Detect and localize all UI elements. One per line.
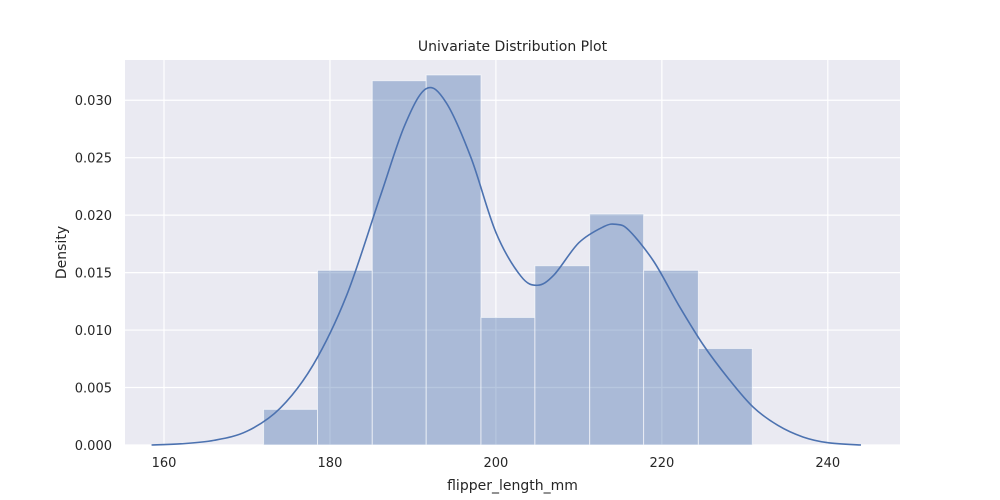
y-tick-label: 0.030 xyxy=(75,94,112,109)
x-tick-label: 160 xyxy=(152,456,177,471)
plot-area xyxy=(125,60,900,445)
y-tick-label: 0.025 xyxy=(75,152,112,167)
histogram-bar xyxy=(589,213,645,446)
tick-labels: 160 180 200 220 240 0.000 0.005 0.010 0.015 0.020… xyxy=(75,94,840,471)
histogram-bar xyxy=(643,269,699,446)
y-tick-label: 0.020 xyxy=(75,209,112,224)
histogram-bar xyxy=(480,316,536,446)
histogram-bar xyxy=(371,80,427,446)
chart-title: Univariate Distribution Plot xyxy=(418,39,608,55)
histogram-bar xyxy=(425,74,482,446)
histogram-bar xyxy=(534,265,591,446)
y-tick-label: 0.015 xyxy=(75,267,112,282)
y-tick-label: 0.010 xyxy=(75,324,112,339)
y-axis-label: Density xyxy=(54,226,70,279)
histogram-bar xyxy=(263,408,319,446)
x-tick-label: 240 xyxy=(815,456,840,471)
histogram-bar xyxy=(317,269,373,446)
kde-curve xyxy=(151,86,862,446)
x-tick-label: 200 xyxy=(483,456,508,471)
y-tick-label: 0.000 xyxy=(75,439,112,454)
x-axis-label: flipper_length_mm xyxy=(447,478,578,494)
x-tick-label: 220 xyxy=(649,456,674,471)
x-tick-label: 180 xyxy=(318,456,343,471)
grid-lines xyxy=(125,60,900,446)
y-tick-label: 0.005 xyxy=(75,382,112,397)
histogram-bars xyxy=(263,74,753,446)
